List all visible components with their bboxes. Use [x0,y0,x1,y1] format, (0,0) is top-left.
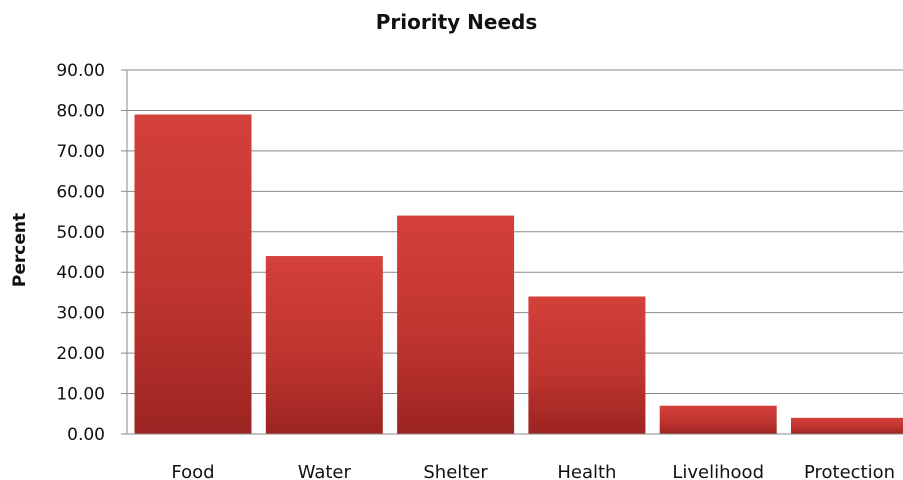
y-tick-label: 60.00 [56,182,105,202]
bar-livelihood [659,405,777,434]
bar-food [134,114,252,434]
x-tick-label: Protection [804,462,895,480]
x-tick-label: Food [171,462,214,480]
bar-water [265,256,383,434]
y-tick-label: 90.00 [56,61,105,81]
bar-health [528,296,646,434]
bar-shelter [397,215,515,434]
chart-title: Priority Needs [375,10,538,34]
y-tick-label: 0.00 [67,425,105,445]
x-tick-label: Health [557,462,616,480]
y-tick-label: 70.00 [56,142,105,162]
x-tick-label: Shelter [423,462,488,480]
x-tick-label: Water [298,462,352,480]
y-tick-label: 50.00 [56,223,105,243]
y-tick-label: 40.00 [56,263,105,283]
y-tick-label: 30.00 [56,304,105,324]
y-tick-label: 10.00 [56,385,105,405]
bar-protection [791,417,903,434]
y-tick-label: 80.00 [56,101,105,121]
y-tick-label: 20.00 [56,344,105,364]
x-tick-label: Livelihood [672,462,764,480]
